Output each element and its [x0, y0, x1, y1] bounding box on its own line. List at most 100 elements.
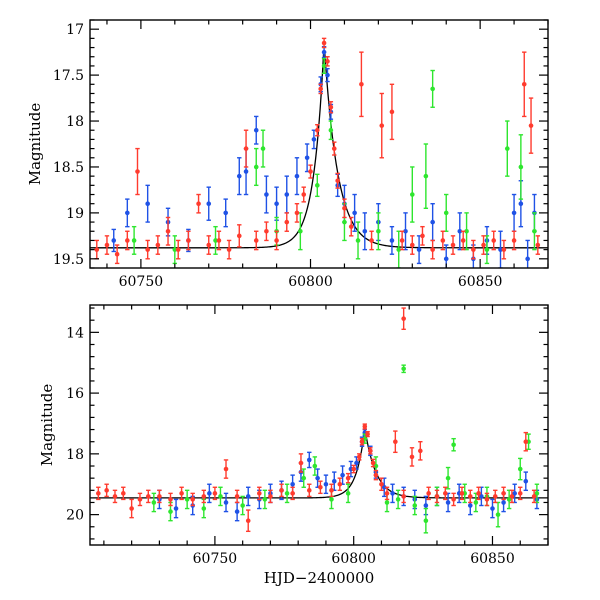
data-point [368, 447, 373, 455]
point-marker [104, 242, 110, 248]
point-marker [354, 460, 359, 466]
data-point [430, 203, 435, 242]
data-point [467, 489, 473, 504]
point-marker [457, 228, 463, 234]
point-marker [290, 491, 295, 496]
point-marker [260, 146, 266, 151]
point-marker [321, 49, 327, 55]
point-marker [312, 463, 318, 469]
y-tick-label: 18 [66, 114, 84, 130]
data-point [186, 230, 191, 251]
point-marker [351, 466, 356, 472]
point-marker [240, 503, 245, 508]
data-point [359, 437, 365, 446]
y-tick-label: 17.5 [53, 68, 84, 84]
point-marker [379, 481, 384, 487]
data-point [234, 489, 240, 504]
data-point [321, 45, 327, 59]
data-point [135, 147, 140, 196]
point-marker [201, 494, 207, 499]
point-marker [223, 210, 229, 216]
point-marker [396, 247, 402, 252]
point-marker [186, 238, 191, 243]
point-marker [464, 228, 469, 234]
data-point [268, 489, 273, 504]
point-marker [284, 219, 290, 225]
data-point [340, 465, 345, 485]
point-marker [257, 491, 262, 496]
data-point [362, 423, 368, 430]
data-point [294, 157, 300, 196]
data-point [490, 498, 495, 519]
point-marker [345, 475, 351, 481]
data-point [315, 173, 320, 198]
data-point [389, 83, 395, 141]
data-point [253, 230, 259, 251]
point-marker [369, 238, 374, 243]
data-point [423, 143, 429, 209]
data-point [479, 486, 484, 507]
data-point [379, 477, 384, 492]
data-point [223, 492, 229, 513]
point-marker [476, 491, 481, 496]
data-point [355, 221, 361, 260]
point-marker [517, 466, 523, 472]
point-marker [523, 439, 529, 445]
point-marker [481, 242, 486, 248]
plot-area [90, 307, 548, 534]
point-marker [376, 228, 381, 234]
point-marker [151, 500, 157, 505]
point-marker [501, 500, 506, 505]
point-marker [321, 63, 327, 69]
data-point [501, 486, 506, 501]
data-point [284, 175, 290, 214]
data-point [301, 186, 307, 203]
point-marker [381, 484, 387, 490]
point-marker [517, 491, 523, 496]
data-point [376, 212, 381, 251]
data-point [216, 230, 222, 251]
point-marker [301, 192, 307, 197]
plot-area [90, 37, 548, 268]
plot-frame [89, 304, 549, 546]
data-point [104, 235, 110, 255]
point-marker [223, 500, 229, 505]
point-marker [201, 506, 207, 511]
data-point [531, 489, 537, 504]
data-point [129, 498, 134, 519]
point-marker [345, 491, 351, 496]
point-marker [401, 366, 406, 372]
data-point [443, 193, 449, 232]
point-marker [329, 488, 334, 493]
x-tick-label: 60750 [119, 274, 164, 290]
point-marker [331, 478, 337, 484]
point-marker [445, 500, 451, 505]
point-marker [518, 201, 524, 207]
point-marker [518, 164, 524, 170]
data-point [495, 501, 501, 528]
point-marker [390, 491, 395, 496]
data-point [325, 67, 330, 83]
point-marker [145, 494, 151, 499]
point-marker [298, 460, 304, 466]
point-marker [114, 251, 120, 257]
point-marker [430, 219, 435, 225]
series-1 [151, 364, 540, 534]
data-point [430, 69, 435, 108]
data-point [384, 486, 390, 501]
data-point [179, 486, 184, 501]
data-point [284, 483, 290, 504]
data-point [359, 51, 364, 118]
point-marker [395, 497, 401, 502]
data-point [328, 120, 334, 141]
data-point [423, 507, 429, 534]
point-marker [325, 72, 330, 78]
point-marker [531, 494, 537, 499]
point-marker [274, 201, 279, 207]
data-point [175, 239, 181, 260]
point-marker [368, 448, 373, 454]
point-marker [328, 104, 334, 110]
data-point [412, 495, 418, 516]
point-marker [236, 233, 242, 239]
data-point [464, 212, 469, 251]
